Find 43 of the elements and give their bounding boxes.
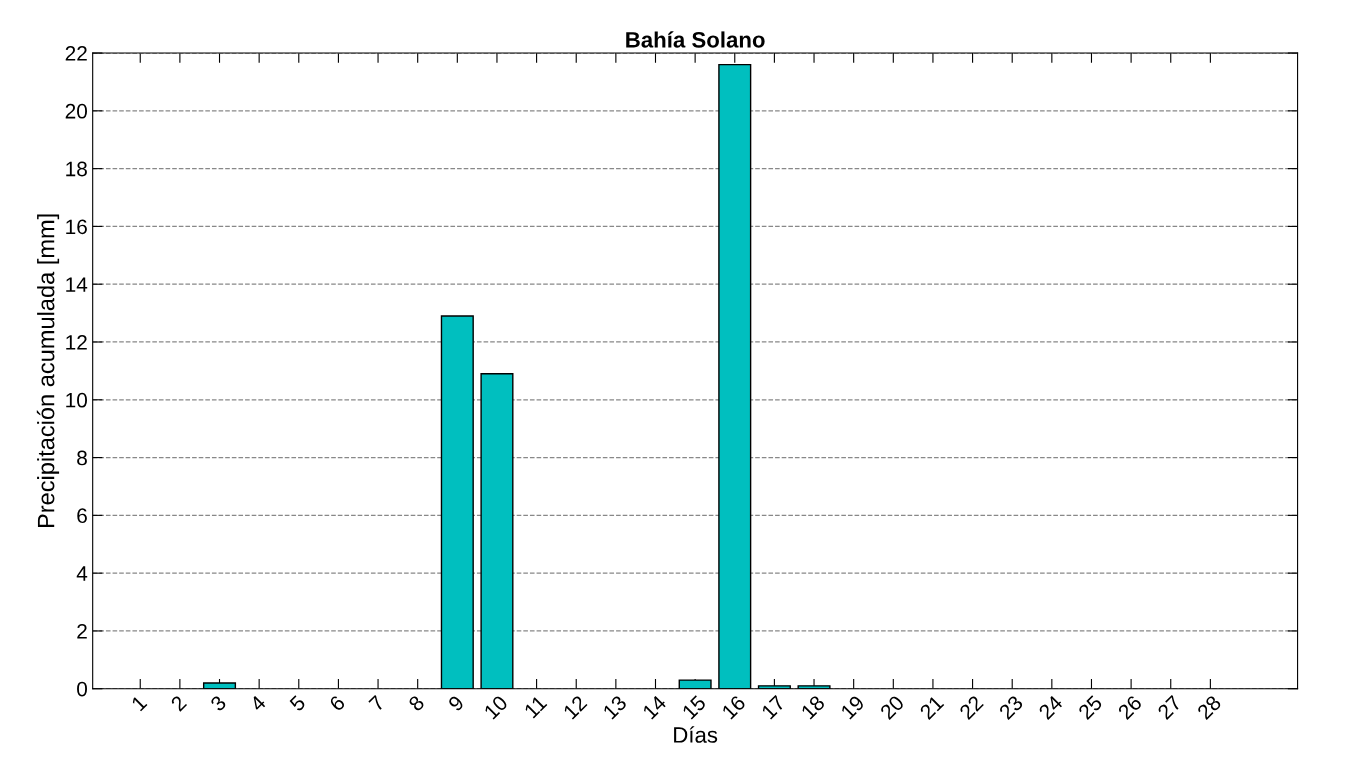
x-tick-label: 18 [800, 694, 826, 720]
x-tick-label: 8 [407, 694, 426, 712]
y-tick-label: 4 [76, 566, 88, 581]
x-tick-label: 21 [919, 694, 945, 720]
x-tick-label: 17 [761, 694, 786, 720]
x-tick-label: 14 [642, 694, 668, 720]
y-tick-label: 6 [77, 508, 87, 524]
y-tick-label: 22 [65, 46, 87, 61]
x-tick-label: 20 [879, 694, 905, 721]
y-tick-label: 0 [77, 681, 88, 697]
x-tick-label: 11 [523, 694, 548, 719]
x-tick-label: 7 [368, 694, 386, 712]
x-tick-label: 19 [840, 694, 866, 720]
x-tick-label: 12 [562, 694, 588, 720]
x-tick-label: 15 [681, 694, 707, 720]
x-axis-title: Días [674, 726, 718, 743]
x-tick-label: 22 [958, 694, 984, 720]
x-tick-label: 27 [1156, 694, 1183, 720]
x-tick-label: 5 [288, 694, 307, 713]
y-tick-label: 10 [66, 392, 88, 408]
x-tick-label: 10 [483, 694, 509, 720]
x-tick-label: 9 [447, 694, 465, 712]
y-tick-label: 2 [77, 623, 87, 639]
y-tick-label: 16 [66, 219, 87, 235]
x-tick-label: 6 [328, 694, 346, 712]
y-tick-label: 14 [66, 277, 88, 292]
x-tick-label: 25 [1077, 694, 1104, 721]
y-tick-label: 20 [65, 103, 88, 119]
x-tick-label: 3 [209, 694, 227, 713]
y-axis-title: Precipitación acumulada [mm] [36, 214, 60, 528]
x-tick-label: 26 [1117, 694, 1143, 721]
x-tick-label: 24 [1037, 694, 1064, 720]
y-tick-label: 18 [66, 161, 87, 177]
x-tick-label: 16 [721, 694, 747, 720]
y-tick-label: 8 [77, 450, 87, 466]
x-tick-label: 13 [602, 694, 628, 720]
x-tick-label: 28 [1196, 694, 1222, 721]
y-tick-label: 12 [66, 335, 87, 350]
x-tick-label: 2 [170, 694, 188, 712]
x-tick-label: 23 [998, 694, 1024, 721]
chart-title: Bahía Solano [626, 31, 765, 48]
x-tick-label: 4 [249, 694, 267, 713]
x-tick-label: 1 [130, 694, 148, 712]
